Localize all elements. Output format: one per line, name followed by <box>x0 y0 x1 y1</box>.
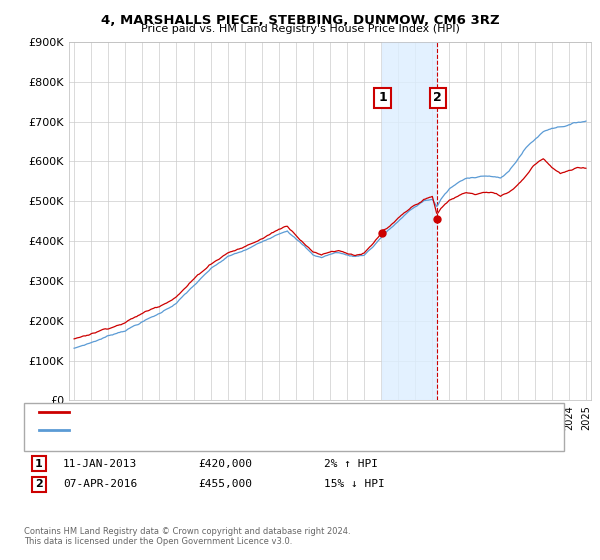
Bar <box>382 42 437 400</box>
Text: 4, MARSHALLS PIECE, STEBBING, DUNMOW, CM6 3RZ: 4, MARSHALLS PIECE, STEBBING, DUNMOW, CM… <box>101 14 499 27</box>
Text: 2% ↑ HPI: 2% ↑ HPI <box>324 459 378 469</box>
Text: 2: 2 <box>433 91 442 104</box>
Text: HPI: Average price, detached house, Uttlesford: HPI: Average price, detached house, Uttl… <box>75 424 320 435</box>
Text: 1: 1 <box>35 459 43 469</box>
Text: 07-APR-2016: 07-APR-2016 <box>63 479 137 489</box>
Text: 15% ↓ HPI: 15% ↓ HPI <box>324 479 385 489</box>
Text: Contains HM Land Registry data © Crown copyright and database right 2024.
This d: Contains HM Land Registry data © Crown c… <box>24 526 350 546</box>
Text: 4, MARSHALLS PIECE, STEBBING, DUNMOW, CM6 3RZ (detached house): 4, MARSHALLS PIECE, STEBBING, DUNMOW, CM… <box>75 407 449 417</box>
Text: £420,000: £420,000 <box>198 459 252 469</box>
Text: Price paid vs. HM Land Registry's House Price Index (HPI): Price paid vs. HM Land Registry's House … <box>140 24 460 34</box>
Text: 2: 2 <box>35 479 43 489</box>
Text: £455,000: £455,000 <box>198 479 252 489</box>
Text: 1: 1 <box>378 91 387 104</box>
Text: 11-JAN-2013: 11-JAN-2013 <box>63 459 137 469</box>
